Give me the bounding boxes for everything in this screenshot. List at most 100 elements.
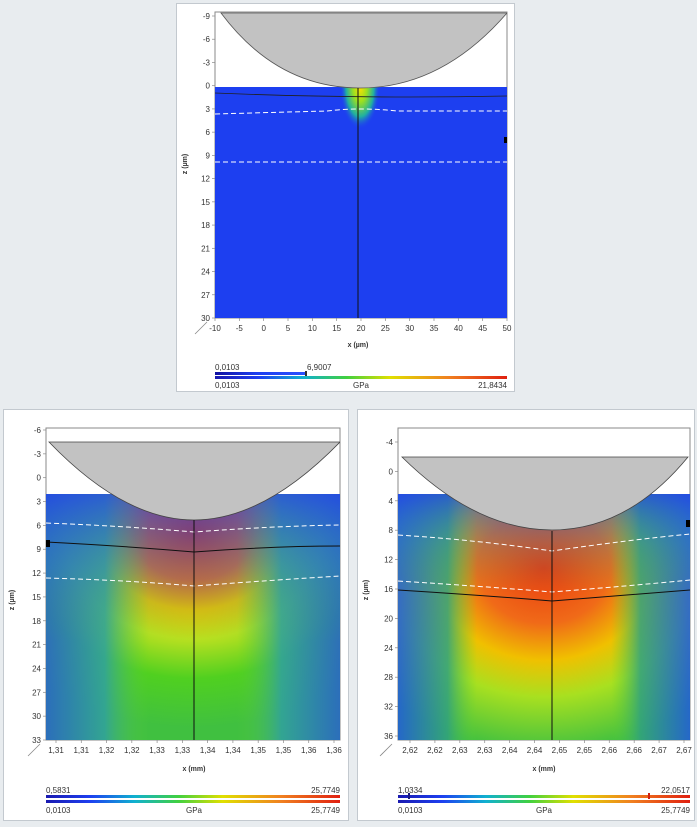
cbar-bottom-right: 25,7749 (311, 806, 340, 815)
axis-corner-mark (194, 321, 208, 335)
x-tick-label: 1,34 (225, 746, 241, 755)
x-tick-label: 2,66 (601, 746, 617, 755)
y-tick-label: -4 (386, 438, 394, 447)
x-tick-label: 40 (454, 324, 463, 333)
colorbar-full (398, 800, 690, 803)
y-axis: -4 0 4 8 12 16 20 24 28 32 36 (384, 438, 398, 741)
x-tick-label: 1,32 (99, 746, 115, 755)
y-axis-label: z (µm) (9, 590, 16, 610)
x-axis: 2,62 2,62 2,63 2,63 2,64 2,64 2,65 2,65 2,66 2,66… (402, 740, 692, 755)
x-tick-label: 1,35 (250, 746, 266, 755)
y-tick-label: 12 (201, 175, 210, 184)
y-tick-label: -3 (203, 58, 211, 67)
y-tick-label: 32 (384, 703, 393, 712)
y-axis-label: z (µm) (182, 154, 189, 174)
x-tick-label: 35 (430, 324, 439, 333)
x-tick-label: 1,36 (326, 746, 342, 755)
panel-bottom-left: -6 -3 0 3 6 9 12 15 18 21 24 27 30 33 1,31 1,31 1,32 1,3… (3, 409, 349, 821)
cbar-top-left: 0,5831 (46, 786, 71, 795)
cbar-bottom-left: 0,0103 (398, 806, 423, 815)
y-tick-label: -6 (203, 35, 211, 44)
x-tick-label: 1,35 (276, 746, 292, 755)
x-axis: 1,31 1,31 1,32 1,32 1,33 1,33 1,34 1,34 1,35 1,35… (48, 740, 342, 755)
y-tick-label: 24 (384, 644, 393, 653)
cbar-unit: GPa (186, 806, 203, 815)
x-tick-label: 25 (381, 324, 390, 333)
x-axis-label: x (mm) (183, 766, 206, 773)
cbar-bottom-left: 0,0103 (46, 806, 71, 815)
x-tick-label: 2,64 (502, 746, 518, 755)
x-tick-label: 2,64 (527, 746, 543, 755)
cbar-unit: GPa (353, 381, 370, 390)
solid-line (215, 92, 507, 98)
dashed-line-1 (215, 108, 507, 115)
stress-field-top (398, 494, 690, 740)
x-tick-label: 10 (308, 324, 317, 333)
colorbar-marker-left[interactable] (408, 793, 410, 799)
y-tick-label: 21 (32, 641, 41, 650)
y-tick-label: 28 (384, 673, 393, 682)
cbar-unit: GPa (536, 806, 553, 815)
colorbar-range (398, 795, 690, 798)
colorbar-marker-right[interactable] (648, 793, 650, 799)
x-tick-label: 50 (503, 324, 512, 333)
y-tick-label: 20 (384, 614, 393, 623)
x-axis: -10 -5 0 5 10 15 20 25 30 35 40 45 50 (209, 318, 512, 333)
y-tick-label: 27 (201, 291, 210, 300)
colorbar-marker[interactable] (305, 371, 307, 377)
x-tick-label: 20 (357, 324, 366, 333)
edge-marker (46, 540, 50, 547)
x-tick-label: 1,32 (124, 746, 140, 755)
cbar-top-left: 1,0334 (398, 786, 423, 795)
y-tick-label: 9 (37, 545, 42, 554)
x-axis-label: x (mm) (533, 766, 556, 773)
cbar-top-right: 22,0517 (661, 786, 690, 795)
x-tick-label: 2,62 (402, 746, 418, 755)
y-tick-label: 0 (37, 474, 42, 483)
x-tick-label: 1,36 (301, 746, 317, 755)
y-tick-label: 16 (384, 585, 393, 594)
x-tick-label: 2,63 (477, 746, 493, 755)
cbar-top-mid: 6,9007 (307, 363, 332, 372)
edge-marker (504, 137, 507, 143)
y-tick-label: -9 (203, 12, 211, 21)
x-tick-label: 1,31 (48, 746, 64, 755)
x-tick-label: 5 (286, 324, 291, 333)
cbar-top-right: 25,7749 (311, 786, 340, 795)
x-tick-label: 2,65 (577, 746, 593, 755)
colorbar-range (215, 372, 307, 375)
x-tick-label: 1,33 (149, 746, 165, 755)
y-tick-label: 24 (32, 664, 41, 673)
y-tick-label: -6 (34, 426, 42, 435)
y-tick-label: -3 (34, 450, 42, 459)
x-tick-label: 2,66 (626, 746, 642, 755)
edge-marker (686, 520, 690, 527)
x-tick-label: 1,31 (73, 746, 89, 755)
y-tick-label: 18 (32, 617, 41, 626)
x-tick-label: 30 (405, 324, 414, 333)
y-tick-label: 30 (201, 314, 210, 323)
indenter (401, 456, 689, 531)
y-axis: -9 -6 -3 0 3 6 9 12 15 18 21 24 27 30 (201, 12, 215, 323)
axis-corner-mark (379, 743, 393, 757)
cbar-top-left: 0,0103 (215, 363, 240, 372)
y-axis: -6 -3 0 3 6 9 12 15 18 21 24 27 30 33 (32, 426, 46, 745)
x-tick-label: 15 (332, 324, 341, 333)
y-tick-label: 4 (389, 497, 394, 506)
y-tick-label: 30 (32, 712, 41, 721)
x-axis-label: x (µm) (348, 342, 369, 349)
y-tick-label: 6 (206, 128, 211, 137)
y-tick-label: 6 (37, 521, 42, 530)
panel-top: -9 -6 -3 0 3 6 9 12 15 18 21 24 27 30 -10 -5 0 5 10 15 20 25… (176, 3, 515, 392)
y-tick-label: 24 (201, 268, 210, 277)
chart-bottom-right: -4 0 4 8 12 16 20 24 28 32 36 2,62 2,62 2,63 2,63 2,64… (363, 427, 692, 815)
indenter (220, 12, 507, 89)
y-tick-label: 33 (32, 736, 41, 745)
x-tick-label: 2,63 (452, 746, 468, 755)
y-tick-label: 12 (32, 569, 41, 578)
x-tick-label: 1,33 (175, 746, 191, 755)
x-tick-label: -10 (209, 324, 221, 333)
x-tick-label: 2,67 (651, 746, 667, 755)
y-tick-label: 27 (32, 688, 41, 697)
